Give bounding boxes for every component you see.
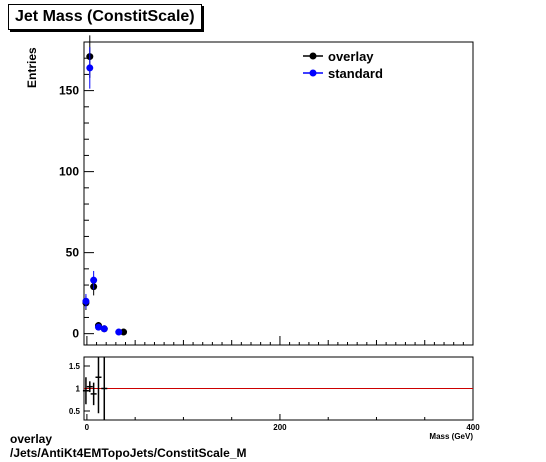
footer-line-1: overlay	[10, 432, 53, 446]
data-point-standard	[94, 323, 102, 331]
data-point-standard	[90, 276, 98, 284]
ratio-plot-marks	[82, 357, 108, 420]
data-point-standard	[100, 325, 108, 333]
legend: overlay standard	[303, 49, 383, 81]
x-axis-label: Mass (GeV)	[429, 432, 473, 441]
chart-title: Jet Mass (ConstitScale)	[8, 4, 202, 30]
y-axis-label: Entries	[25, 47, 39, 88]
footer-line-2: /Jets/AntiKt4EMTopoJets/ConstitScale_M	[10, 446, 247, 460]
x-tick-label: 200	[273, 423, 287, 432]
data-point-overlay	[120, 328, 128, 336]
data-point-standard	[86, 64, 94, 72]
ratio-y-tick-label: 0.5	[69, 407, 81, 416]
legend-label-overlay: overlay	[328, 49, 374, 64]
x-tick-label: 0	[85, 423, 90, 432]
legend-marker-overlay	[309, 52, 317, 60]
y-tick-label: 50	[66, 246, 80, 260]
main-plot-frame: 0 50 100 150	[59, 41, 474, 346]
y-tick-label: 100	[59, 165, 79, 179]
data-point-standard	[82, 297, 90, 305]
y-tick-label: 150	[59, 84, 79, 98]
legend-label-standard: standard	[328, 66, 383, 81]
main-plot-marks	[82, 35, 128, 336]
y-tick-label: 0	[72, 327, 79, 341]
legend-marker-standard	[309, 69, 317, 77]
x-tick-label: 400	[466, 423, 480, 432]
main-plot-border	[83, 41, 474, 346]
ratio-y-tick-label: 1.5	[69, 362, 81, 371]
ratio-y-tick-label: 1	[76, 385, 81, 394]
data-point-standard	[115, 328, 123, 336]
